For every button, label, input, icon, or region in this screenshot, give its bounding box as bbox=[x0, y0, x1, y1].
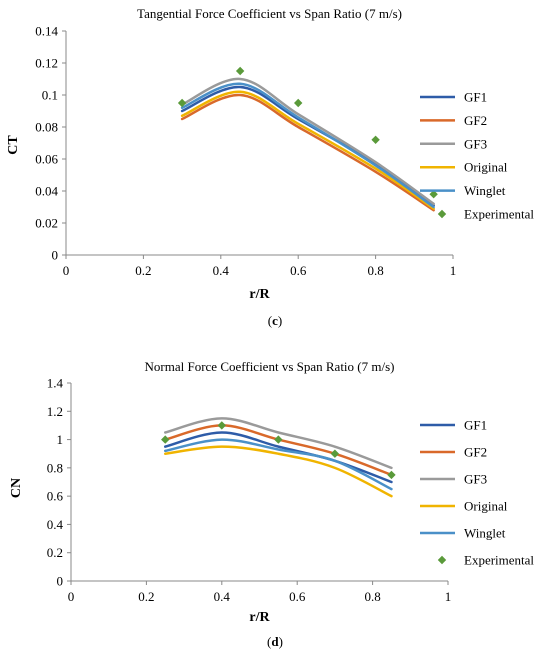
panel-caption: (c) bbox=[268, 313, 282, 328]
experimental-point bbox=[429, 190, 438, 199]
y-tick-label: 1.2 bbox=[47, 404, 63, 419]
legend-label: GF2 bbox=[464, 445, 487, 460]
x-tick-label: 0.4 bbox=[214, 589, 231, 604]
chart-title: Normal Force Coefficient vs Span Ratio (… bbox=[145, 359, 395, 374]
caption-close: ) bbox=[279, 634, 283, 649]
legend-label: GF3 bbox=[464, 136, 487, 151]
legend-item-gf2: GF2 bbox=[420, 445, 487, 460]
legend-item-experimental: Experimental bbox=[437, 207, 534, 222]
legend-item-gf3: GF3 bbox=[420, 136, 487, 151]
series-line-gf3 bbox=[180, 77, 435, 206]
legend-label: GF1 bbox=[464, 418, 487, 433]
series-line-original bbox=[164, 445, 393, 498]
experimental-point bbox=[217, 421, 226, 430]
experimental-point bbox=[161, 435, 170, 444]
experimental-point bbox=[294, 98, 303, 108]
legend-label: Original bbox=[464, 160, 508, 175]
legend-label: GF3 bbox=[464, 472, 487, 487]
legend-label: Original bbox=[464, 499, 508, 514]
legend-marker bbox=[437, 209, 447, 219]
y-tick-label: 0.8 bbox=[47, 460, 63, 475]
legend-label: Winglet bbox=[464, 183, 506, 198]
y-tick-label: 1 bbox=[57, 432, 64, 447]
x-tick-label: 0.8 bbox=[364, 589, 380, 604]
legend-item-gf1: GF1 bbox=[420, 90, 487, 105]
experimental-point bbox=[387, 470, 396, 480]
legend-label: GF1 bbox=[464, 90, 487, 105]
x-tick-label: 0.6 bbox=[289, 589, 306, 604]
y-tick-label: 0 bbox=[57, 574, 64, 589]
x-tick-label: 0 bbox=[63, 263, 70, 278]
y-tick-label: 0.6 bbox=[47, 489, 64, 504]
y-axis-label: CT bbox=[6, 135, 21, 155]
experimental-point bbox=[177, 98, 187, 108]
y-tick-label: 0.04 bbox=[35, 184, 58, 199]
series-line-winglet bbox=[164, 438, 393, 491]
y-tick-label: 1.4 bbox=[47, 376, 64, 391]
caption-letter: c bbox=[272, 313, 278, 328]
x-tick-label: 0 bbox=[68, 589, 75, 604]
legend-label: Winglet bbox=[464, 526, 506, 541]
series-line-original bbox=[180, 90, 435, 210]
x-axis-label: r/R bbox=[249, 287, 270, 302]
experimental-point bbox=[371, 135, 380, 144]
panel-caption: (d) bbox=[267, 634, 283, 649]
x-tick-label: 0.6 bbox=[290, 263, 307, 278]
chart-d-normal-force: Normal Force Coefficient vs Span Ratio (… bbox=[9, 359, 534, 649]
x-axis-label: r/R bbox=[249, 610, 270, 625]
series-line-winglet bbox=[180, 82, 435, 209]
chart-title: Tangential Force Coefficient vs Span Rat… bbox=[137, 6, 402, 21]
caption-letter: d bbox=[271, 634, 279, 649]
caption-open: ( bbox=[267, 634, 271, 649]
series-line-gf1 bbox=[164, 431, 393, 484]
legend-item-winglet: Winglet bbox=[420, 183, 506, 198]
legend-label: GF2 bbox=[464, 113, 487, 128]
legend-label: Experimental bbox=[464, 207, 534, 222]
y-tick-label: 0.08 bbox=[35, 120, 58, 135]
y-tick-label: 0.12 bbox=[35, 56, 58, 71]
x-tick-label: 0.4 bbox=[213, 263, 230, 278]
y-tick-label: 0.2 bbox=[47, 545, 63, 560]
y-tick-label: 0.1 bbox=[42, 88, 58, 103]
y-tick-label: 0.02 bbox=[35, 216, 58, 231]
x-tick-label: 0.2 bbox=[135, 263, 151, 278]
series-line-gf3 bbox=[164, 417, 393, 470]
caption-open: ( bbox=[268, 313, 272, 328]
experimental-point bbox=[330, 449, 340, 458]
y-tick-label: 0.14 bbox=[35, 24, 58, 39]
y-axis-label: CN bbox=[9, 478, 24, 498]
x-tick-label: 1 bbox=[450, 263, 457, 278]
experimental-point bbox=[274, 435, 283, 444]
x-tick-label: 1 bbox=[445, 589, 452, 604]
x-tick-label: 0.2 bbox=[138, 589, 154, 604]
series-line-gf1 bbox=[180, 85, 435, 207]
x-tick-label: 0.8 bbox=[367, 263, 383, 278]
series-line-gf2 bbox=[180, 93, 435, 212]
experimental-point bbox=[235, 66, 245, 76]
y-tick-label: 0.06 bbox=[35, 152, 58, 167]
legend-marker bbox=[437, 555, 447, 565]
legend-item-gf3: GF3 bbox=[420, 472, 487, 487]
legend-item-original: Original bbox=[420, 160, 508, 175]
legend-item-gf2: GF2 bbox=[420, 113, 487, 128]
y-tick-label: 0 bbox=[52, 248, 59, 263]
legend-item-original: Original bbox=[420, 499, 508, 514]
y-tick-label: 0.4 bbox=[47, 517, 64, 532]
legend-item-experimental: Experimental bbox=[437, 553, 534, 568]
legend-item-winglet: Winglet bbox=[420, 526, 506, 541]
legend-item-gf1: GF1 bbox=[420, 418, 487, 433]
caption-close: ) bbox=[278, 313, 282, 328]
chart-c-tangential-force: Tangential Force Coefficient vs Span Rat… bbox=[6, 6, 534, 328]
legend-label: Experimental bbox=[464, 553, 534, 568]
